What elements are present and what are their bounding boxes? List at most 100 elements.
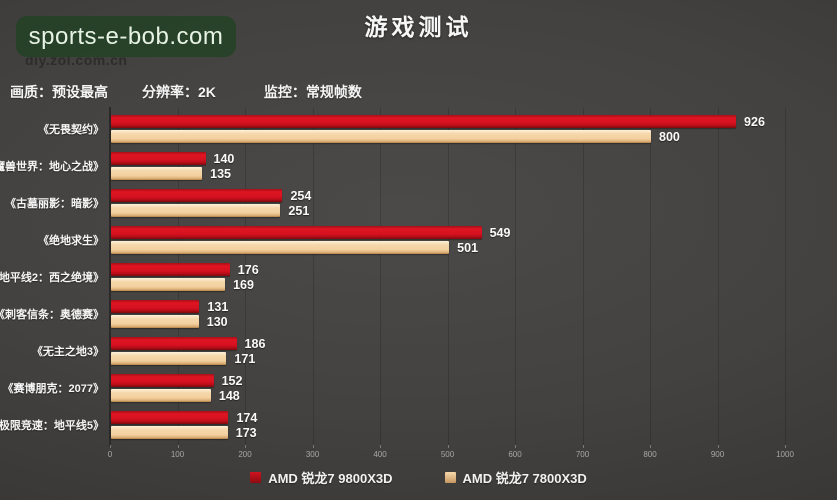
bar-line: 174 [111,410,258,425]
x-tick-label: 900 [710,450,725,459]
bar-line: 152 [111,373,243,388]
bar-value-7800x3d: 171 [234,351,256,366]
x-tick-mark [110,445,111,448]
bar-value-7800x3d: 251 [288,203,310,218]
bar-group: 140 135 [111,152,234,182]
bar-value-9800x3d: 926 [744,114,765,129]
bar-group: 131 130 [111,300,228,330]
bar-value-7800x3d: 169 [233,277,254,292]
bar-value-9800x3d: 186 [244,336,266,351]
bar-7800x3d [111,389,211,402]
bar-9800x3d [111,189,283,202]
bar-7800x3d [111,130,651,143]
gridline [245,108,246,445]
gridline [177,108,179,445]
resolution-setting: 分辨率：2K [142,84,216,100]
x-tick-mark [447,445,449,448]
bar-line: 148 [111,388,242,403]
bar-value-9800x3d: 140 [213,151,235,166]
bar-line: 171 [111,351,265,366]
gridline [785,108,786,445]
category-label: 《魔兽世界：地心之战》 [0,161,104,173]
legend-swatch-red-icon [250,472,262,483]
bar-value-9800x3d: 549 [489,225,511,240]
bar-value-9800x3d: 131 [207,299,229,314]
bar-9800x3d [111,411,229,424]
bar-line: 926 [111,114,765,129]
x-tick-label: 700 [575,450,590,459]
chart-row: 《无畏契约》 926 800 [0,114,837,144]
legend-item-7800x3d: AMD 锐龙7 7800X3D [444,468,587,487]
bar-9800x3d [111,300,200,313]
bar-value-7800x3d: 800 [659,129,680,144]
x-tick-label: 500 [440,450,455,459]
bar-7800x3d [111,204,281,217]
bar-line: 800 [111,129,765,144]
bar-value-7800x3d: 148 [218,388,240,403]
bar-9800x3d [111,226,482,239]
bar-group: 549 501 [111,226,510,256]
bar-group: 254 251 [111,189,311,219]
bar-9800x3d [111,115,737,128]
bar-line: 251 [111,203,311,218]
x-tick-mark [380,445,381,448]
bar-line: 135 [111,167,234,181]
bar-7800x3d [111,315,199,328]
gridline [380,108,381,445]
bar-7800x3d [111,241,450,254]
legend-label-7800x3d: AMD 锐龙7 7800X3D [462,471,587,486]
category-label: 《无畏契约》 [38,124,104,136]
legend-item-9800x3d: AMD 锐龙7 9800X3D [250,468,393,487]
quality-setting: 画质：预设最高 [10,84,108,100]
x-tick-mark [515,445,516,448]
bar-7800x3d [111,426,228,439]
bar-7800x3d [111,352,227,365]
bar-line: 186 [111,336,266,351]
gridline [717,108,719,445]
bar-line: 176 [111,262,259,277]
chart-row: 《古墓丽影：暗影》 254 251 [0,189,837,219]
bar-value-9800x3d: 174 [236,410,258,425]
x-tick-label: 200 [238,450,252,459]
bar-line: 140 [111,151,235,166]
x-tick-label: 600 [508,450,522,459]
bar-9800x3d [111,374,214,387]
bar-value-9800x3d: 176 [237,262,259,277]
bar-line: 169 [111,277,259,292]
bar-line: 173 [111,426,257,440]
bar-line: 549 [111,225,511,240]
category-label: 《地平线2：西之绝境》 [0,272,104,284]
x-tick-label: 400 [373,450,387,459]
watermark-badge: sports-e-bob.com [16,16,236,57]
bar-value-9800x3d: 152 [221,373,243,388]
bar-group: 176 169 [111,263,259,293]
x-tick-label: 100 [170,450,185,459]
bar-group: 152 148 [111,374,242,404]
settings-bar: 画质：预设最高 分辨率：2K 监控：常规帧数 [10,82,362,102]
legend-swatch-tan-icon [444,472,456,483]
x-tick-label: 1000 [776,450,794,459]
bar-value-7800x3d: 501 [457,240,479,255]
x-tick-mark [650,445,651,448]
x-tick-mark [177,445,179,448]
gridline [650,108,651,445]
legend-label-9800x3d: AMD 锐龙7 9800X3D [268,471,393,486]
gridline [312,108,314,445]
x-tick-label: 0 [107,450,113,459]
chart-row: 《无主之地3》 186 171 [0,336,837,366]
bar-9800x3d [111,337,237,350]
page-title: 游戏测试 [364,14,473,40]
chart-row: 《刺客信条：奥德赛》 131 130 [0,300,837,330]
bar-value-7800x3d: 130 [206,314,228,329]
x-tick-mark [717,445,719,448]
x-tick-mark [785,445,786,448]
chart-row: 《赛博朋克：2077》 152 148 [0,374,837,404]
x-tick-mark [582,445,584,448]
category-label: 《无主之地3》 [31,346,104,358]
watermark-text: sports-e-bob.com [28,22,224,50]
x-tick-mark [245,445,246,448]
